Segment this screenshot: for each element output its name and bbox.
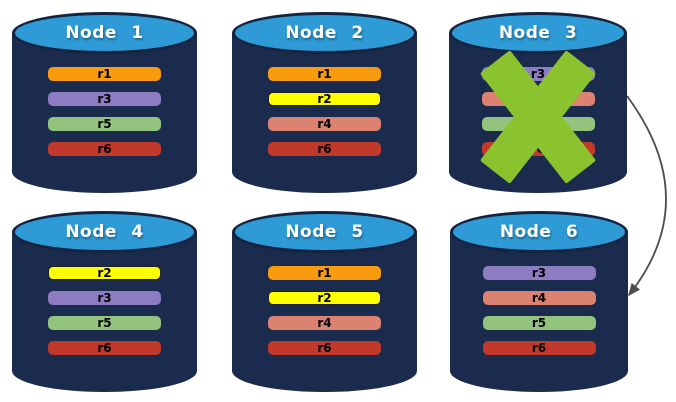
replica-label: r3	[530, 67, 546, 81]
replica-label: r5	[97, 316, 112, 330]
node-2: Node 2 r1 r2 r4 r6	[232, 12, 417, 193]
node-4: Node 4 r2 r3 r5 r6	[12, 211, 197, 392]
node-title: Node 6	[499, 222, 579, 242]
replica-bar: r4	[482, 291, 596, 305]
replica-label: r1	[317, 266, 332, 280]
replica-label: r5	[531, 316, 547, 330]
node-1: Node 1 r1 r3 r5 r6	[12, 12, 197, 193]
replica-bar: r6	[268, 341, 381, 355]
replica-label: r6	[317, 142, 332, 156]
replica-bar-list: r2 r3 r5 r6	[48, 266, 161, 366]
replica-label: r2	[317, 92, 332, 106]
node-6: Node 6 r3 r4 r5 r6	[450, 211, 628, 392]
cylinder-body	[450, 232, 628, 392]
replica-bar: r5	[48, 316, 161, 330]
failure-x-icon	[449, 12, 627, 193]
failover-arrow-path	[626, 95, 667, 297]
node-5: Node 5 r1 r2 r4 r6	[232, 211, 417, 392]
replica-bar: r1	[268, 266, 381, 280]
replica-label: r1	[317, 67, 332, 81]
replica-bar-list: r1 r3 r5 r6	[48, 67, 161, 167]
replica-bar-list: r3 r4 r5 r6	[482, 266, 596, 366]
replica-bar: r4	[268, 316, 381, 330]
node-title: Node 4	[65, 222, 144, 242]
replica-bar: r3	[482, 266, 596, 280]
replica-bar: r5	[48, 117, 161, 131]
cylinder-top: Node 3	[449, 12, 627, 54]
replica-label: r2	[97, 266, 112, 280]
node-title: Node 5	[285, 222, 364, 242]
cylinder-body	[232, 232, 417, 392]
replica-bar: r1	[268, 67, 381, 81]
replica-bar-list: r1 r2 r4 r6	[268, 266, 381, 366]
node-title: Node 3	[498, 23, 578, 43]
replica-label: r6	[317, 341, 332, 355]
node-title: Node 1	[65, 23, 144, 43]
cylinder-body	[12, 232, 197, 392]
cylinder-top: Node 5	[232, 211, 417, 253]
cylinder-top: Node 6	[450, 211, 628, 253]
replica-label: r6	[97, 341, 112, 355]
cylinder-top: Node 1	[12, 12, 197, 54]
node-title: Node 2	[285, 23, 364, 43]
replica-label: r4	[531, 291, 547, 305]
replica-bar: r2	[48, 266, 161, 280]
replica-bar: r6	[48, 341, 161, 355]
replica-label: r1	[97, 67, 112, 81]
replica-bar: r6	[482, 341, 596, 355]
replica-bar: r1	[48, 67, 161, 81]
replica-bar: r5	[482, 316, 596, 330]
replica-label: r3	[97, 92, 112, 106]
cylinder-top: Node 2	[232, 12, 417, 54]
replica-label: r5	[97, 117, 112, 131]
replica-bar: r4	[268, 117, 381, 131]
cylinder-top: Node 4	[12, 211, 197, 253]
replica-label: r3	[97, 291, 112, 305]
replica-label: r4	[317, 117, 332, 131]
replica-label: r2	[317, 291, 332, 305]
replica-label: r6	[97, 142, 112, 156]
replica-bar: r2	[268, 92, 381, 106]
node-3: Node 3 r3 r4 r5 r6	[449, 12, 627, 193]
replica-bar: r3	[48, 291, 161, 305]
replica-bar: r2	[268, 291, 381, 305]
replica-label: r3	[531, 266, 547, 280]
replica-bar-list: r1 r2 r4 r6	[268, 67, 381, 167]
replica-bar: r6	[268, 142, 381, 156]
replica-bar: r6	[48, 142, 161, 156]
replica-label: r6	[531, 341, 547, 355]
cylinder-body	[232, 33, 417, 193]
replica-label: r4	[317, 316, 332, 330]
replica-bar: r3	[48, 92, 161, 106]
cylinder-body	[12, 33, 197, 193]
